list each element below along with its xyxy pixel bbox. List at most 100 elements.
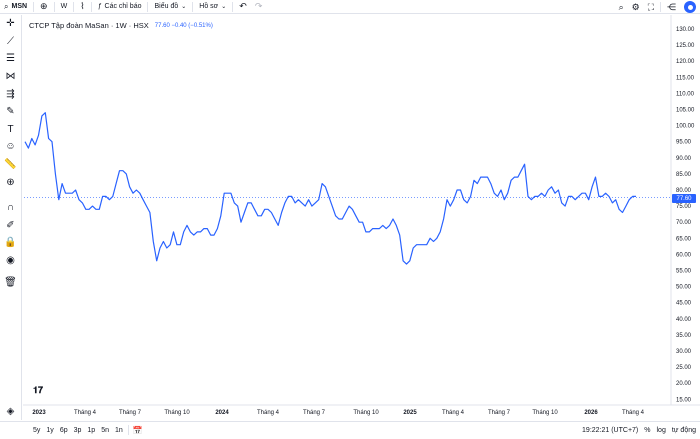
- smiley-icon: ☺: [5, 141, 16, 153]
- y-tick-label: 70.00: [676, 220, 692, 226]
- x-tick-label: 2024: [215, 410, 229, 416]
- price-readout: 77.60 −0.40 (−0.51%): [154, 22, 213, 29]
- fullscreen-button[interactable]: ⛶: [644, 0, 658, 14]
- x-tick-label: Tháng 4: [257, 410, 280, 416]
- search-icon: ⌕: [4, 1, 9, 11]
- trendline-icon: ⟋: [7, 35, 14, 47]
- emoji-tool[interactable]: ☺: [2, 138, 20, 156]
- compare-button[interactable]: ⊕: [36, 0, 52, 14]
- y-tick-label: 90.00: [676, 156, 692, 162]
- object-tree-tool[interactable]: ◈: [2, 402, 20, 420]
- undo-button[interactable]: ↶: [235, 0, 251, 14]
- y-tick-label: 60.00: [676, 252, 692, 258]
- divider: [127, 425, 129, 435]
- x-tick-label: Tháng 4: [74, 410, 97, 416]
- zoom-tool[interactable]: ⊕: [2, 173, 20, 191]
- range-button-6p[interactable]: 6p: [59, 426, 68, 434]
- chart-style-button[interactable]: ⌇: [76, 0, 88, 14]
- redo-button[interactable]: ↷: [251, 0, 267, 14]
- bottom-bar: 5y 1y 6p 3p 1p 5n 1n 📅 19:22:21 (UTC+7) % log …: [0, 421, 700, 438]
- profile-label: Hồ sơ: [199, 3, 219, 10]
- chart-type-dropdown[interactable]: Biểu đồ ⌄: [150, 0, 190, 14]
- log-toggle[interactable]: log: [656, 427, 666, 434]
- y-tick-label: 95.00: [676, 140, 692, 146]
- x-tick-label: Tháng 7: [119, 410, 142, 416]
- y-tick-label: 120.00: [676, 59, 695, 65]
- line-chart-icon: ⌇: [80, 1, 85, 11]
- last-price-tag: 77.60: [672, 194, 696, 203]
- toolbar-right: ⌕ ⚙ ⛶ ⋲: [615, 0, 700, 14]
- profile-dropdown[interactable]: Hồ sơ ⌄: [195, 0, 230, 14]
- auto-toggle[interactable]: tự động: [671, 427, 696, 434]
- pattern-tool[interactable]: ⋈: [2, 68, 20, 86]
- x-tick-label: Tháng 10: [532, 410, 558, 416]
- y-tick-label: 130.00: [676, 27, 695, 33]
- stay-drawing-tool[interactable]: ✐: [2, 217, 20, 235]
- range-button-1p[interactable]: 1p: [87, 426, 96, 434]
- range-button-1y[interactable]: 1y: [46, 426, 54, 434]
- y-tick-label: 25.00: [676, 365, 692, 371]
- pencil-lock-icon: ✐: [6, 219, 15, 231]
- chevron-down-icon: ⌄: [221, 4, 227, 10]
- crosshair-icon: ✛: [6, 18, 15, 30]
- range-button-5y[interactable]: 5y: [33, 426, 41, 434]
- quick-search-button[interactable]: ⌕: [615, 0, 628, 14]
- y-tick-label: 50.00: [676, 285, 692, 291]
- magnet-tool[interactable]: ∩: [2, 199, 20, 217]
- symbol-search[interactable]: ⌕ MSN: [0, 0, 31, 14]
- divider: [33, 1, 35, 12]
- x-tick-label: Tháng 4: [622, 410, 645, 416]
- y-tick-label: 110.00: [676, 91, 695, 97]
- ruler-tool[interactable]: 📏: [2, 156, 20, 174]
- date-range-icon[interactable]: 📅: [132, 425, 143, 435]
- share-button[interactable]: ⋲: [663, 0, 680, 14]
- y-tick-label: 20.00: [676, 381, 692, 387]
- y-tick-label: 55.00: [676, 269, 692, 275]
- indicators-button[interactable]: ƒ Các chỉ báo: [94, 0, 146, 14]
- lines-tool[interactable]: ☰: [2, 50, 20, 68]
- delete-tool[interactable]: 🗑: [2, 273, 20, 291]
- range-button-3p[interactable]: 3p: [73, 426, 82, 434]
- ruler-icon: 📏: [4, 159, 17, 171]
- text-icon: T: [7, 123, 14, 135]
- x-tick-label: Tháng 4: [442, 410, 465, 416]
- brush-tool[interactable]: ✎: [2, 103, 20, 121]
- y-tick-label: 80.00: [676, 188, 692, 194]
- range-button-1n[interactable]: 1n: [115, 426, 123, 434]
- divider: [147, 1, 149, 12]
- settings-button[interactable]: ⚙: [628, 0, 644, 14]
- projection-icon: ⇶: [6, 88, 15, 100]
- divider: [53, 1, 55, 12]
- interval-button[interactable]: W: [60, 3, 68, 10]
- plus-circle-icon: ⊕: [40, 1, 48, 11]
- fullscreen-icon: ⛶: [647, 1, 654, 12]
- trendline-tool[interactable]: ⟋: [2, 33, 20, 51]
- y-tick-label: 125.00: [676, 43, 695, 49]
- x-tick-label: 2026: [584, 410, 598, 416]
- lock-tool[interactable]: 🔒: [2, 234, 20, 252]
- hide-tool[interactable]: ◉: [2, 252, 20, 270]
- share-icon: ⋲: [667, 1, 676, 12]
- top-toolbar: ⌕ MSN ⊕ W ⌇ ƒ Các chỉ báo Biểu đồ ⌄ Hồ s…: [0, 0, 700, 14]
- clock-readout[interactable]: 19:22:21 (UTC+7): [582, 427, 639, 434]
- crosshair-tool[interactable]: ✛: [2, 15, 20, 33]
- range-selector: 5y 1y 6p 3p 1p 5n 1n: [30, 427, 126, 434]
- divider: [660, 2, 661, 12]
- percent-toggle[interactable]: %: [644, 427, 651, 434]
- y-tick-label: 115.00: [676, 75, 695, 81]
- brush-icon: ✎: [6, 106, 15, 118]
- y-tick-label: 100.00: [676, 124, 695, 130]
- x-tick-label: Tháng 10: [164, 410, 190, 416]
- chart-legend: CTCP Tập đoàn MaSan · 1W · HSX 77.60 −0.…: [29, 21, 213, 30]
- undo-icon: ↶: [239, 1, 247, 11]
- range-button-5n[interactable]: 5n: [101, 426, 109, 434]
- x-tick-label: Tháng 7: [488, 410, 511, 416]
- text-tool[interactable]: T: [2, 121, 20, 139]
- symbol-label: MSN: [11, 3, 28, 10]
- horizontal-lines-icon: ☰: [6, 53, 15, 65]
- y-tick-label: 65.00: [676, 236, 692, 242]
- brand-logo: [684, 1, 696, 13]
- price-chart[interactable]: 130.00 125.00 120.00 115.00 110.00 105.00 100.…: [0, 0, 700, 421]
- projection-tool[interactable]: ⇶: [2, 85, 20, 103]
- fx-icon: ƒ: [97, 3, 102, 10]
